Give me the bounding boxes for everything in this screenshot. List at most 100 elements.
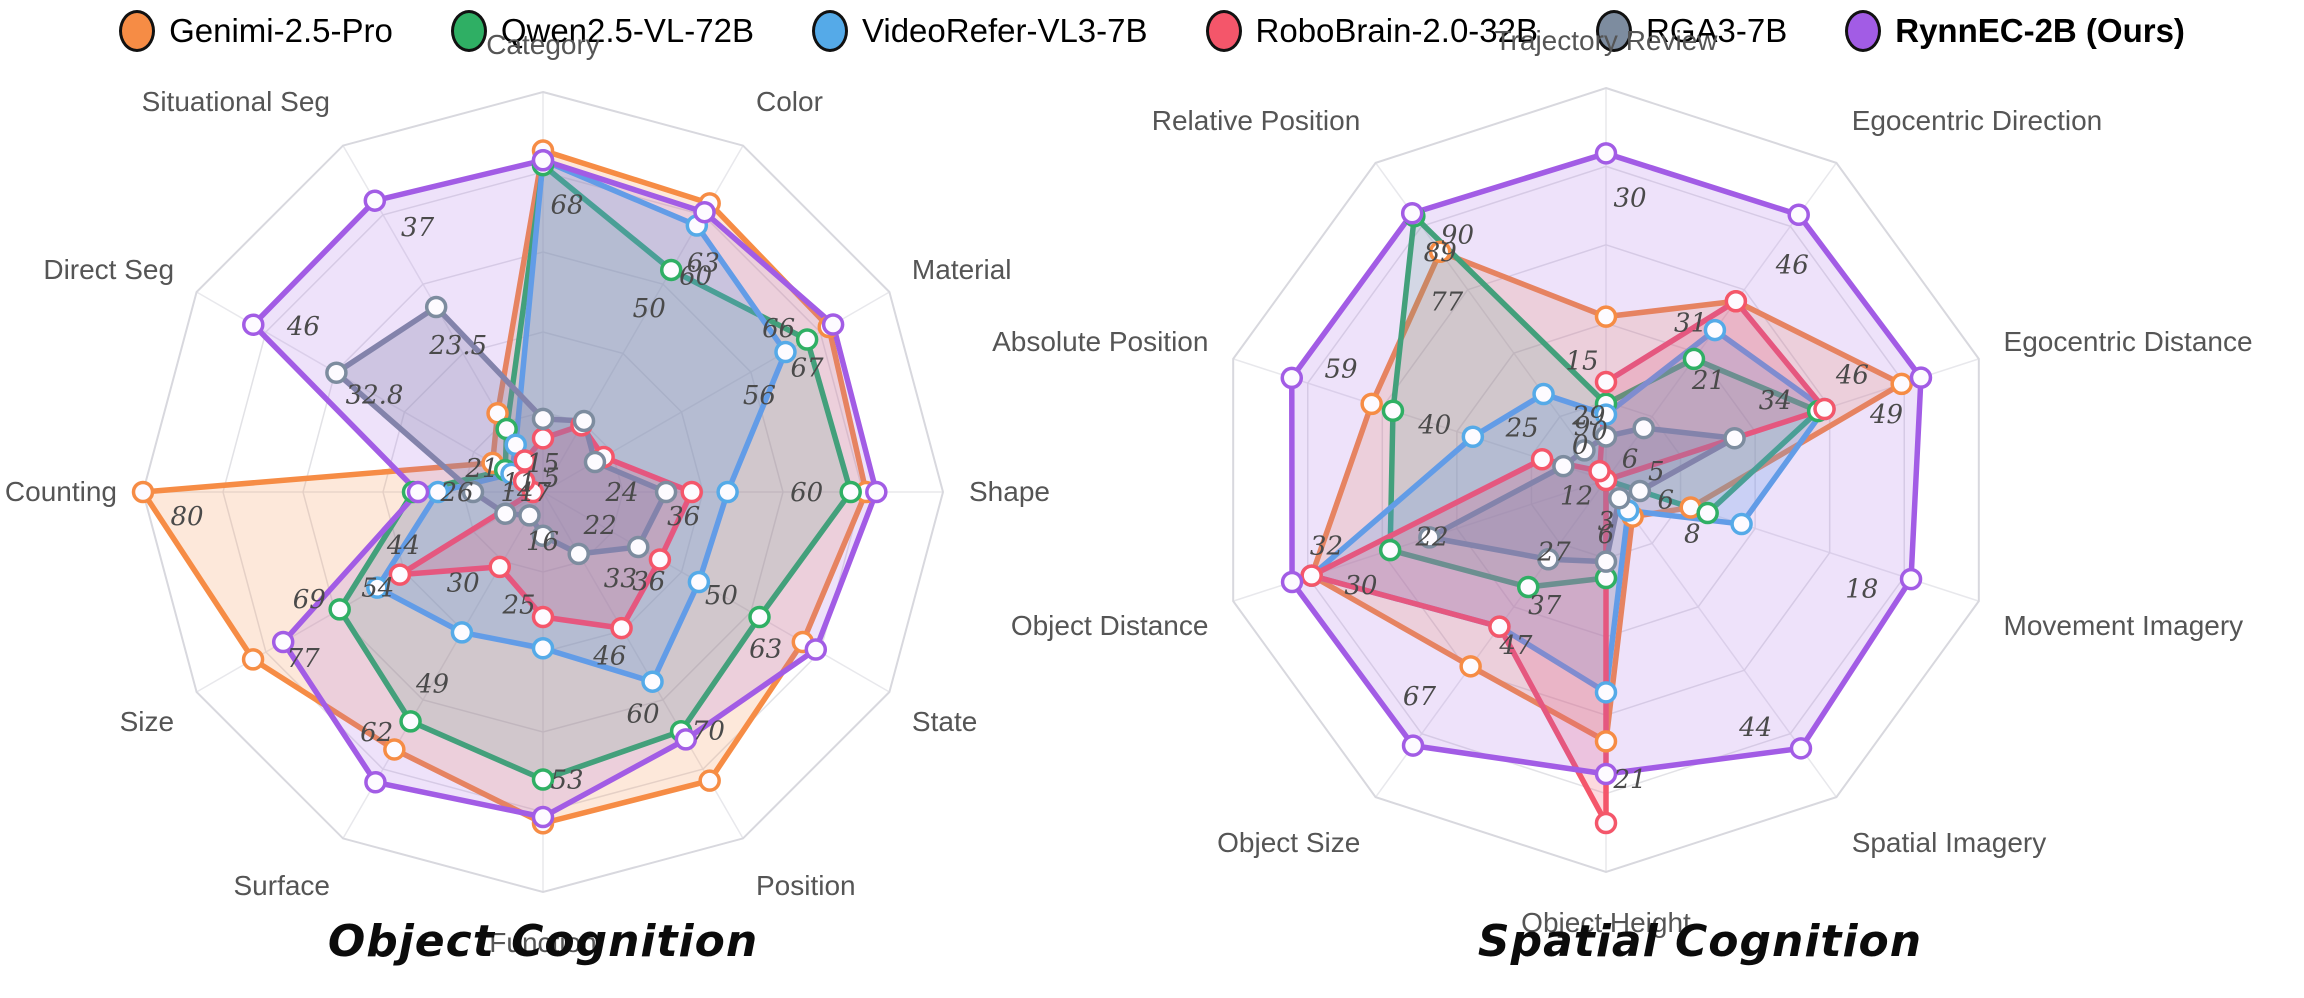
point-value-label: 46 bbox=[1835, 361, 1869, 391]
data-point bbox=[659, 258, 683, 282]
data-point bbox=[641, 670, 664, 693]
axis-label-position: Position bbox=[756, 870, 856, 901]
point-value-label: 56 bbox=[743, 381, 776, 411]
point-value-label: 77 bbox=[1430, 287, 1464, 317]
axis-label-material: Material bbox=[912, 254, 1012, 285]
data-point bbox=[363, 189, 387, 212]
data-point bbox=[654, 480, 678, 504]
data-point bbox=[1594, 403, 1618, 426]
data-point bbox=[1552, 454, 1575, 478]
point-value-label: 67 bbox=[1403, 682, 1437, 712]
data-point bbox=[648, 548, 672, 571]
point-value-label: 89 bbox=[1424, 238, 1457, 268]
data-point bbox=[1813, 397, 1836, 421]
data-point bbox=[674, 728, 698, 751]
point-value-label: 12 bbox=[1560, 482, 1593, 512]
data-point bbox=[839, 480, 862, 504]
point-value-label: 5 bbox=[1648, 457, 1665, 487]
point-value-label: 15 bbox=[526, 449, 559, 479]
axis-label-direct-seg: Direct Seg bbox=[43, 254, 174, 285]
data-point bbox=[687, 570, 711, 594]
legend-swatch-icon bbox=[119, 10, 156, 52]
legend-swatch-icon bbox=[1596, 10, 1633, 52]
data-point bbox=[698, 769, 721, 792]
data-point bbox=[531, 427, 555, 450]
data-point bbox=[399, 710, 422, 733]
axis-label-counting: Counting bbox=[5, 476, 117, 507]
data-point bbox=[716, 480, 739, 504]
point-value-label: 32.8 bbox=[346, 381, 404, 411]
data-point bbox=[1724, 290, 1748, 313]
data-point bbox=[680, 480, 703, 504]
axis-label-category: Category bbox=[486, 29, 600, 60]
right-chart-title: Spatial Cognition bbox=[1477, 916, 1923, 967]
legend-swatch-icon bbox=[1205, 10, 1242, 52]
legend-item-label: Qwen2.5-VL-72B bbox=[500, 12, 754, 49]
radar-grid-ring bbox=[141, 90, 945, 894]
data-point bbox=[1488, 615, 1511, 638]
data-point bbox=[795, 328, 819, 351]
data-point bbox=[1703, 318, 1727, 342]
data-point bbox=[1594, 681, 1618, 704]
point-value-label: 33 bbox=[604, 564, 637, 594]
data-point bbox=[865, 480, 888, 504]
point-value-label: 29 bbox=[1571, 402, 1605, 432]
data-point bbox=[1787, 203, 1810, 227]
data-point bbox=[241, 648, 265, 671]
data-point bbox=[1588, 459, 1611, 483]
legend-item-qwen2-5-vl-72b: Qwen2.5-VL-72B bbox=[450, 10, 754, 52]
axis-label-object-height: Object Height bbox=[1521, 907, 1691, 938]
point-value-label: 47 bbox=[1498, 631, 1533, 661]
data-point bbox=[1628, 479, 1652, 503]
point-value-label: 11 bbox=[502, 468, 535, 498]
data-point bbox=[531, 407, 555, 431]
point-value-label: 26 bbox=[439, 478, 473, 508]
legend-item-robobrain-2-0-32b: RoboBrain-2.0-32B bbox=[1205, 10, 1538, 52]
data-point bbox=[1378, 538, 1402, 562]
point-value-label: 67 bbox=[790, 353, 824, 383]
data-point bbox=[1594, 730, 1618, 753]
data-point bbox=[1594, 142, 1618, 165]
point-value-label: 77 bbox=[287, 644, 321, 674]
point-value-label: 90 bbox=[1441, 221, 1474, 251]
data-point bbox=[804, 638, 828, 661]
data-point bbox=[1682, 347, 1706, 371]
data-point bbox=[513, 449, 537, 472]
point-value-label: 46 bbox=[1775, 250, 1809, 280]
data-point bbox=[1594, 305, 1618, 328]
radar-grid-ring bbox=[1232, 86, 1980, 874]
data-point bbox=[531, 149, 555, 172]
axis-label-situational-seg: Situational Seg bbox=[142, 86, 330, 117]
data-point bbox=[1530, 447, 1554, 471]
point-value-label: 6 bbox=[1622, 445, 1639, 475]
data-point bbox=[1899, 567, 1923, 591]
point-value-label: 46 bbox=[592, 642, 626, 672]
data-point bbox=[583, 450, 607, 474]
data-point bbox=[328, 598, 351, 621]
data-point bbox=[494, 502, 517, 525]
data-point bbox=[1428, 240, 1452, 264]
data-point bbox=[693, 200, 716, 224]
data-point bbox=[1909, 366, 1933, 389]
data-point bbox=[1632, 416, 1655, 440]
data-point bbox=[450, 621, 474, 644]
data-point bbox=[1594, 370, 1618, 394]
point-value-label: 27 bbox=[1537, 537, 1572, 567]
point-value-label: 54 bbox=[361, 573, 394, 603]
legend: Genimi-2.5-Pro Qwen2.5-VL-72B VideoRefer-V… bbox=[0, 10, 2304, 52]
data-point bbox=[627, 535, 650, 559]
data-point bbox=[610, 616, 633, 640]
legend-swatch-icon bbox=[1845, 10, 1882, 52]
point-value-label: 7 bbox=[535, 478, 552, 508]
point-value-label: 8 bbox=[1684, 519, 1701, 549]
legend-item-genimi-2-5-pro: Genimi-2.5-Pro bbox=[119, 10, 393, 52]
point-value-label: 21 bbox=[464, 454, 498, 484]
point-value-label: 6 bbox=[1598, 520, 1615, 550]
axis-label-trajectory-review: Trajectory Review bbox=[1494, 25, 1718, 56]
data-point bbox=[572, 409, 596, 433]
legend-item-label: RGA3-7B bbox=[1646, 12, 1788, 49]
data-point bbox=[1400, 202, 1424, 225]
point-value-label: 60 bbox=[790, 478, 823, 508]
point-value-label: 59 bbox=[1324, 355, 1357, 385]
